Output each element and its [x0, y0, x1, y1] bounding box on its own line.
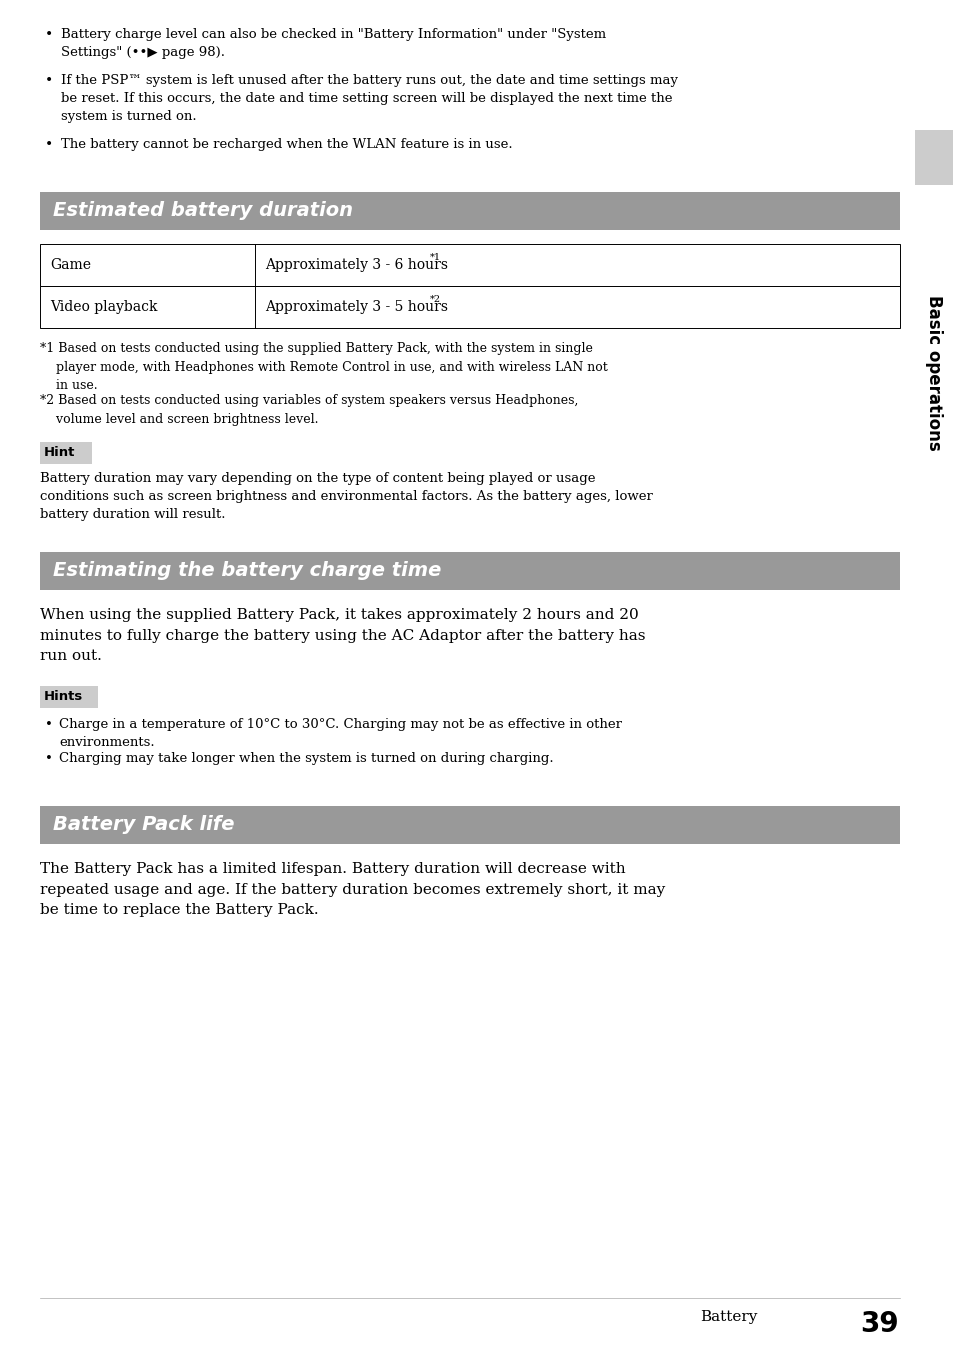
- Text: •: •: [45, 74, 53, 87]
- Text: Approximately 3 - 5 hours: Approximately 3 - 5 hours: [265, 300, 448, 313]
- Text: •: •: [45, 139, 53, 152]
- Text: Estimated battery duration: Estimated battery duration: [53, 202, 353, 221]
- Text: Video playback: Video playback: [50, 300, 157, 313]
- Text: If the PSP™ system is left unused after the battery runs out, the date and time : If the PSP™ system is left unused after …: [61, 74, 678, 122]
- Text: *1: *1: [430, 253, 440, 261]
- Text: *2 Based on tests conducted using variables of system speakers versus Headphones: *2 Based on tests conducted using variab…: [40, 394, 578, 425]
- Text: Battery: Battery: [700, 1310, 757, 1323]
- Text: •: •: [45, 28, 53, 42]
- Bar: [40, 686, 98, 707]
- Bar: [40, 551, 899, 590]
- Text: Battery duration may vary depending on the type of content being played or usage: Battery duration may vary depending on t…: [40, 472, 652, 521]
- Text: Game: Game: [50, 258, 91, 272]
- Text: 39: 39: [859, 1310, 898, 1338]
- Text: Charge in a temperature of 10°C to 30°C. Charging may not be as effective in oth: Charge in a temperature of 10°C to 30°C.…: [59, 718, 621, 749]
- Text: *2: *2: [430, 295, 440, 304]
- Text: •: •: [45, 752, 52, 765]
- Bar: [40, 443, 91, 464]
- Text: When using the supplied Battery Pack, it takes approximately 2 hours and 20
minu: When using the supplied Battery Pack, it…: [40, 608, 645, 663]
- Text: Approximately 3 - 6 hours: Approximately 3 - 6 hours: [265, 258, 448, 272]
- Text: Battery charge level can also be checked in "Battery Information" under "System
: Battery charge level can also be checked…: [61, 28, 605, 59]
- Bar: [40, 192, 899, 230]
- Text: Basic operations: Basic operations: [924, 295, 942, 451]
- Text: The battery cannot be recharged when the WLAN feature is in use.: The battery cannot be recharged when the…: [61, 139, 512, 151]
- Text: The Battery Pack has a limited lifespan. Battery duration will decrease with
rep: The Battery Pack has a limited lifespan.…: [40, 862, 664, 917]
- Text: Hint: Hint: [44, 447, 75, 460]
- Bar: [914, 130, 953, 186]
- Text: •: •: [45, 718, 52, 730]
- Text: Battery Pack life: Battery Pack life: [53, 815, 234, 834]
- Bar: [40, 243, 899, 286]
- Text: *1 Based on tests conducted using the supplied Battery Pack, with the system in : *1 Based on tests conducted using the su…: [40, 342, 607, 391]
- Text: Charging may take longer when the system is turned on during charging.: Charging may take longer when the system…: [59, 752, 553, 765]
- Text: Hints: Hints: [44, 690, 83, 703]
- Bar: [40, 286, 899, 328]
- Text: Estimating the battery charge time: Estimating the battery charge time: [53, 561, 441, 581]
- Bar: [40, 806, 899, 845]
